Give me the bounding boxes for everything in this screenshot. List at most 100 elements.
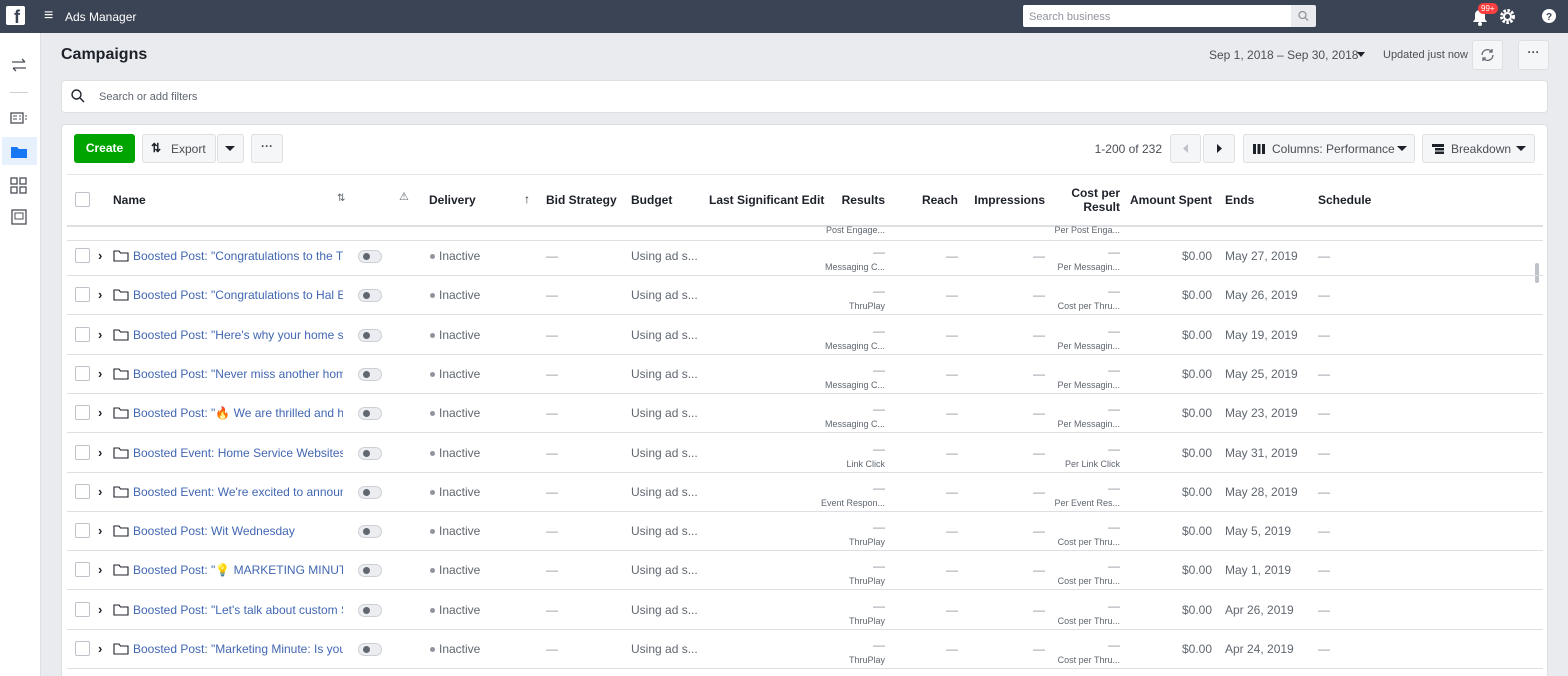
filter-bar[interactable]	[61, 80, 1548, 113]
refresh-icon	[1481, 49, 1494, 61]
help-icon[interactable]: ?	[1541, 8, 1557, 24]
results: —	[873, 284, 885, 298]
bid-strategy: —	[546, 406, 558, 420]
campaigns-icon[interactable]	[9, 142, 29, 162]
export-button[interactable]: ⇅ Export	[142, 134, 216, 163]
toggle[interactable]	[358, 289, 382, 302]
delivery: Inactive	[439, 328, 481, 342]
column-header: Schedule	[1318, 193, 1372, 207]
row-checkbox[interactable]	[75, 562, 90, 577]
toggle[interactable]	[358, 447, 382, 460]
expand-icon[interactable]: ›	[98, 641, 103, 656]
next-page[interactable]	[1203, 134, 1235, 163]
warning-icon: ⚠	[399, 191, 409, 203]
schedule: —	[1318, 328, 1330, 342]
breakdown-button[interactable]: Breakdown	[1422, 134, 1535, 163]
toggle[interactable]	[358, 486, 382, 499]
settings-icon[interactable]	[1498, 7, 1517, 26]
budget: Using ad s...	[631, 642, 698, 656]
expand-icon[interactable]: ›	[98, 248, 103, 263]
expand-icon[interactable]: ›	[98, 366, 103, 381]
campaign-name[interactable]: Boosted Event: We're excited to announ..…	[133, 485, 343, 499]
toggle[interactable]	[358, 604, 382, 617]
switch-icon[interactable]	[9, 55, 29, 75]
amount-spent: $0.00	[1181, 406, 1212, 420]
schedule: —	[1318, 563, 1330, 577]
bid-strategy: —	[546, 642, 558, 656]
cost-sub: Per Link Click	[1064, 459, 1120, 469]
folder-icon	[113, 329, 129, 344]
row-checkbox[interactable]	[75, 602, 90, 617]
campaign-name[interactable]: Boosted Post: "Never miss another hom...	[133, 367, 343, 381]
row-checkbox[interactable]	[75, 287, 90, 302]
filter-search-icon	[71, 89, 85, 103]
campaign-name[interactable]: Boosted Post: "Here's why your home se..…	[133, 328, 343, 342]
row-checkbox[interactable]	[75, 405, 90, 420]
bid-strategy: —	[546, 563, 558, 577]
toolbar-more[interactable]: ···	[251, 134, 283, 163]
reach: —	[946, 328, 958, 342]
row-checkbox[interactable]	[75, 523, 90, 538]
campaign-name[interactable]: Boosted Post: Wit Wednesday	[133, 524, 295, 538]
expand-icon[interactable]: ›	[98, 602, 103, 617]
create-button[interactable]: Create	[74, 134, 135, 163]
header-checkbox[interactable]	[75, 192, 90, 207]
expand-icon[interactable]: ›	[98, 484, 103, 499]
campaign-name[interactable]: Boosted Post: "Let's talk about custom S…	[133, 603, 343, 617]
toggle[interactable]	[358, 368, 382, 381]
campaign-name[interactable]: Boosted Post: "Congratulations to the T.…	[133, 249, 343, 263]
toggle[interactable]	[358, 643, 382, 656]
reach: —	[946, 642, 958, 656]
overview-icon[interactable]	[9, 109, 29, 129]
row-divider	[67, 589, 1543, 590]
toggle[interactable]	[358, 407, 382, 420]
sort-arrow[interactable]: ↑	[524, 192, 530, 206]
search-box[interactable]	[1023, 5, 1291, 27]
toggle[interactable]	[358, 250, 382, 263]
more-button[interactable]: ···	[1518, 40, 1549, 70]
toggle[interactable]	[358, 564, 382, 577]
campaign-name[interactable]: Boosted Post: "🔥 We are thrilled and ho.…	[133, 406, 343, 420]
row-checkbox[interactable]	[75, 484, 90, 499]
reach: —	[946, 563, 958, 577]
toggle[interactable]	[358, 525, 382, 538]
reach: —	[946, 367, 958, 381]
search-button[interactable]	[1291, 5, 1316, 27]
row-checkbox[interactable]	[75, 641, 90, 656]
expand-icon[interactable]: ›	[98, 445, 103, 460]
row-checkbox[interactable]	[75, 248, 90, 263]
expand-icon[interactable]: ›	[98, 523, 103, 538]
expand-icon[interactable]: ›	[98, 287, 103, 302]
results-sub: ThruPlay	[848, 576, 885, 586]
status-dot	[430, 451, 435, 456]
campaign-name[interactable]: Boosted Post: "💡 MARKETING MINUTE ...	[133, 563, 343, 577]
sort-icon[interactable]: ⇅	[337, 193, 346, 204]
scrollbar-thumb[interactable]	[1535, 263, 1539, 283]
date-range[interactable]: Sep 1, 2018 – Sep 30, 2018	[1209, 48, 1359, 62]
campaign-name[interactable]: Boosted Post: "Marketing Minute: Is you.…	[133, 642, 343, 656]
refresh-button[interactable]	[1472, 40, 1503, 70]
prev-page[interactable]	[1170, 134, 1201, 163]
row-checkbox[interactable]	[75, 327, 90, 342]
grid-icon[interactable]	[9, 175, 29, 195]
campaign-name[interactable]: Boosted Event: Home Service Websites: ..…	[133, 446, 343, 460]
campaign-name[interactable]: Boosted Post: "Congratulations to Hal El…	[133, 288, 343, 302]
expand-icon[interactable]: ›	[98, 327, 103, 342]
toggle[interactable]	[358, 329, 382, 342]
menu-icon[interactable]: ≡	[44, 7, 54, 24]
budget: Using ad s...	[631, 406, 698, 420]
date-caret[interactable]	[1355, 50, 1367, 60]
amount-spent: $0.00	[1181, 367, 1212, 381]
delivery: Inactive	[439, 249, 481, 263]
row-checkbox[interactable]	[75, 445, 90, 460]
ads-icon[interactable]	[9, 207, 29, 227]
export-dropdown[interactable]	[217, 134, 244, 163]
logo[interactable]: f	[6, 6, 25, 25]
column-header: Impressions	[974, 193, 1045, 207]
status-dot	[430, 568, 435, 573]
columns-button[interactable]: Columns: Performance	[1243, 134, 1415, 163]
row-checkbox[interactable]	[75, 366, 90, 381]
expand-icon[interactable]: ›	[98, 405, 103, 420]
expand-icon[interactable]: ›	[98, 562, 103, 577]
